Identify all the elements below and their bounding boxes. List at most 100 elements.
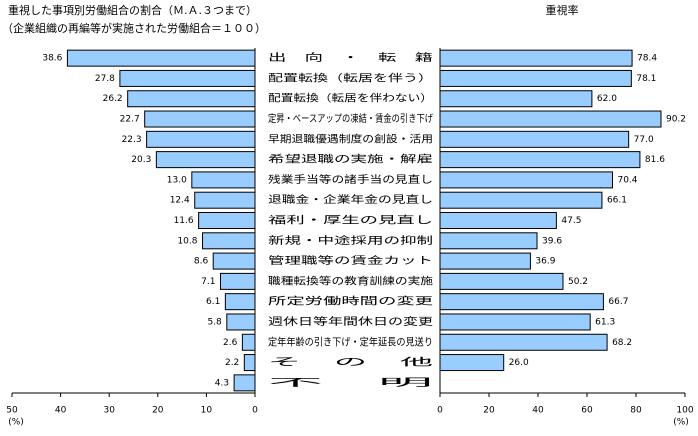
- bar: [146, 130, 256, 148]
- value-label: 10.8: [177, 236, 197, 246]
- category-label: 所定労働時間の変更: [268, 295, 433, 308]
- bar: [439, 90, 593, 108]
- value-label: 36.9: [535, 257, 555, 267]
- x-tick-label: 60: [581, 406, 593, 416]
- category-label: 希望退職の実施・解雇: [268, 153, 433, 166]
- bar: [439, 313, 591, 331]
- value-label: 13.0: [167, 175, 187, 185]
- x-tick-label: 20: [483, 406, 495, 416]
- value-label: 7.1: [201, 277, 215, 287]
- bar: [202, 232, 256, 250]
- value-label: 39.6: [542, 236, 562, 246]
- value-label: 11.6: [174, 216, 194, 226]
- value-label: 2.2: [225, 358, 239, 368]
- bar: [439, 252, 531, 270]
- x-tick-label: 10: [201, 406, 213, 416]
- category-label: 配置転換（転居を伴う）: [268, 71, 433, 84]
- value-label: 50.2: [568, 277, 588, 287]
- category-label: 早期退職優遇制度の創設・活用: [268, 132, 433, 145]
- value-label: 6.1: [206, 297, 220, 307]
- value-label: 68.2: [612, 338, 632, 348]
- category-label: 管理職等の賃金カット: [268, 254, 433, 267]
- value-label: 8.6: [194, 257, 209, 267]
- value-label: 66.1: [607, 196, 627, 206]
- category-label: 不 明: [268, 377, 433, 389]
- category-label: 出 向 ・ 転 籍: [268, 51, 433, 64]
- x-tick-label: 40: [532, 406, 544, 416]
- bar: [191, 171, 256, 189]
- value-label: 62.0: [597, 94, 617, 104]
- value-label: 22.7: [120, 115, 140, 125]
- bar: [439, 110, 662, 128]
- chart-title: 重視した事項別労働組合の割合（Ｍ.Ａ.３つまで）: [8, 3, 257, 17]
- value-label: 12.4: [170, 196, 190, 206]
- bar: [194, 191, 256, 209]
- x-tick-label: 0: [437, 406, 443, 416]
- value-label: 47.5: [561, 216, 581, 226]
- bar: [439, 130, 630, 148]
- bar: [241, 333, 256, 351]
- x-tick-label: 80: [630, 406, 642, 416]
- chart-subtitle: （企業組織の再編等が実施された労働組合＝１００）: [2, 21, 266, 35]
- value-label: 27.8: [95, 74, 115, 84]
- bar: [439, 333, 608, 351]
- value-label: 38.6: [42, 54, 62, 64]
- value-label: 2.6: [223, 338, 238, 348]
- chart-title: 重視率: [546, 3, 579, 17]
- value-label: 5.8: [207, 317, 222, 327]
- value-label: 20.3: [131, 155, 151, 165]
- category-label: 定昇・ベースアップの凍結・賃金の引き下げ: [268, 112, 433, 125]
- bar: [155, 151, 256, 169]
- bar: [66, 49, 256, 67]
- value-label: 4.3: [215, 378, 229, 388]
- bar: [226, 313, 256, 331]
- bar: [439, 49, 633, 67]
- bar: [144, 110, 256, 128]
- bar: [219, 272, 256, 290]
- bar: [224, 293, 256, 311]
- category-label: 残業手当等の諸手当の見直し: [268, 173, 433, 186]
- value-label: 78.4: [637, 54, 657, 64]
- category-label: 職種転換等の教育訓練の実施: [268, 274, 433, 287]
- x-unit: (%): [8, 418, 24, 428]
- x-tick-label: 100: [676, 406, 693, 416]
- value-label: 81.6: [645, 155, 665, 165]
- value-label: 26.0: [509, 358, 529, 368]
- category-label: 退職金・企業年金の見直し: [268, 193, 433, 206]
- bar: [439, 69, 632, 87]
- category-label: 定年年齢の引き下げ・定年延長の見送り: [268, 335, 433, 348]
- category-label: 週休日等年間休日の変更: [268, 315, 433, 328]
- bar: [439, 354, 505, 372]
- category-label: そ の 他: [268, 356, 433, 369]
- bar: [212, 252, 256, 270]
- value-label: 61.3: [595, 317, 615, 327]
- value-label: 26.2: [103, 94, 123, 104]
- bar: [439, 212, 557, 229]
- value-label: 66.7: [608, 297, 628, 307]
- x-tick-label: 0: [252, 406, 258, 416]
- bar: [198, 212, 256, 229]
- category-label: 配置転換（転居を伴わない）: [268, 92, 433, 105]
- bar: [119, 69, 256, 87]
- x-tick-label: 40: [55, 406, 67, 416]
- value-label: 77.0: [634, 135, 654, 145]
- bar: [243, 354, 256, 372]
- value-label: 90.2: [666, 115, 686, 125]
- bar: [439, 151, 641, 169]
- bar: [439, 232, 538, 250]
- value-label: 78.1: [636, 74, 656, 84]
- bar: [439, 191, 603, 209]
- bar: [439, 171, 613, 189]
- x-tick-label: 30: [103, 406, 115, 416]
- bar: [127, 90, 256, 108]
- x-tick-label: 20: [152, 406, 164, 416]
- value-label: 70.4: [617, 175, 637, 185]
- category-label: 新規・中途採用の抑制: [268, 234, 433, 247]
- category-label: 福利・厚生の見直し: [268, 214, 433, 227]
- bar: [233, 374, 256, 392]
- bar: [439, 293, 604, 311]
- bar: [439, 272, 564, 290]
- x-tick-label: 50: [6, 406, 18, 416]
- x-unit: (%): [673, 418, 689, 428]
